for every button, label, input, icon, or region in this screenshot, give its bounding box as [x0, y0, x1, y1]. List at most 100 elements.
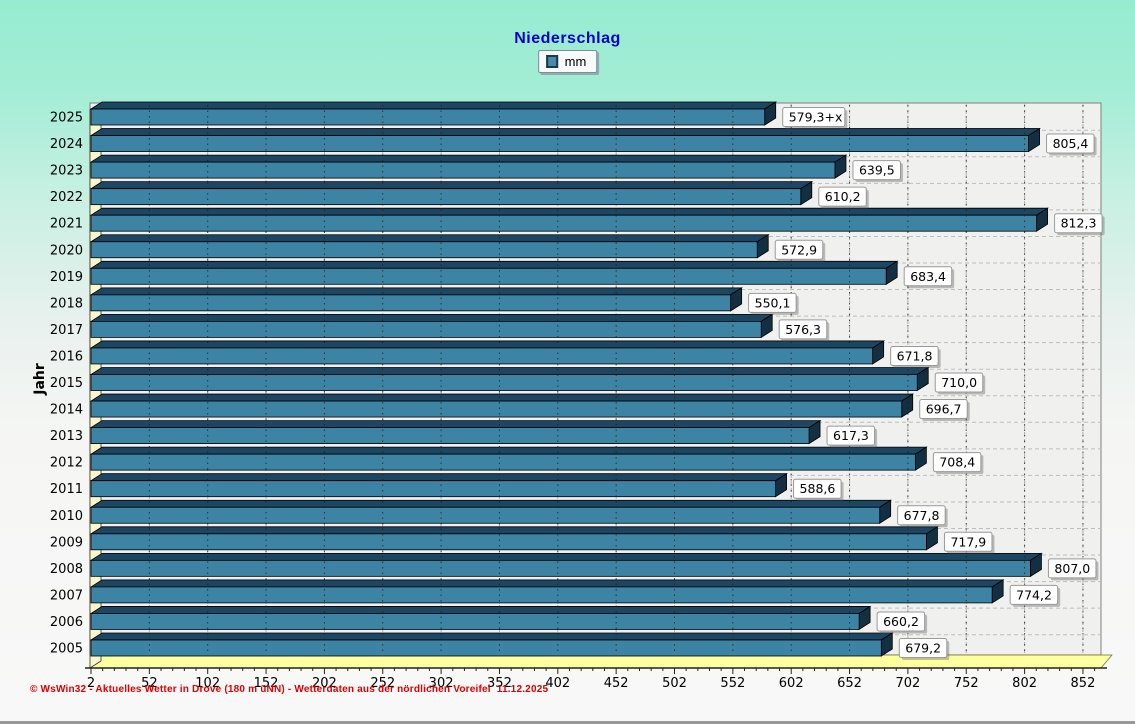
value-label-box [1047, 558, 1097, 579]
footer-date: 11.12.2025 [496, 684, 549, 695]
x-axis-tick-label: 402 [545, 676, 570, 691]
value-label: 660,2 [883, 614, 919, 629]
value-label: 805,4 [1053, 136, 1089, 151]
x-axis-tick-label: 52 [141, 676, 158, 691]
value-label-box [778, 319, 828, 340]
bar-front-face [90, 188, 802, 206]
value-label-box [818, 186, 867, 207]
bar-2024 [89, 127, 1041, 153]
value-label: 576,3 [785, 322, 821, 337]
x-axis-tick-label: 252 [370, 676, 395, 691]
value-label: 572,9 [781, 242, 817, 257]
value-label-box [890, 345, 939, 366]
bar-top-face [89, 207, 1049, 216]
x-axis-tick-label: 102 [195, 676, 220, 691]
chart-title: Niederschlag [514, 30, 621, 47]
value-label-box [782, 107, 846, 127]
value-label-box [943, 531, 993, 552]
bar-top-face [89, 473, 788, 482]
bar-front-face [90, 639, 882, 657]
bar-2013 [89, 419, 822, 445]
year-label: 2007 [50, 588, 83, 603]
bar-2009 [89, 526, 939, 551]
legend-series-label: mm [564, 54, 587, 69]
value-label-box [919, 399, 968, 420]
bar-front-face [90, 400, 903, 418]
year-label: 2011 [50, 482, 83, 497]
bar-2007 [89, 579, 1005, 604]
value-label: 677,8 [904, 508, 940, 523]
x-axis-tick-label: 702 [895, 676, 920, 691]
value-label-box [1054, 213, 1103, 234]
year-label: 2018 [50, 296, 83, 311]
value-label: 617,3 [833, 428, 869, 443]
year-label: 2020 [50, 243, 83, 258]
value-label-box [852, 160, 901, 181]
year-label: 2019 [50, 270, 83, 285]
x-axis-tick-label: 352 [487, 676, 512, 691]
legend-series-marker-icon [545, 55, 558, 68]
value-label-box [774, 239, 824, 260]
value-label-box [1046, 133, 1095, 154]
bar-2022 [89, 180, 814, 206]
bar-top-face [89, 287, 744, 296]
year-label: 2005 [50, 642, 83, 657]
bar-top-face [89, 552, 1043, 561]
x-axis-tick-label: 602 [779, 676, 804, 691]
bar-front-face [90, 533, 927, 551]
x-axis-tick-label: 202 [312, 676, 337, 691]
bar-front-face [90, 506, 881, 524]
legend: mm [537, 50, 598, 73]
year-label: 2021 [50, 217, 83, 232]
bar-front-face [90, 453, 916, 471]
year-label: 2025 [50, 111, 83, 126]
bar-2014 [89, 393, 915, 418]
year-label: 2008 [50, 562, 83, 577]
y-axis-title: Jahr [32, 363, 48, 396]
x-axis-tick-label: 302 [429, 676, 454, 691]
year-label: 2010 [50, 509, 83, 524]
year-label: 2012 [50, 456, 83, 471]
x-axis-tick-label: 152 [254, 676, 279, 691]
year-label: 2014 [50, 403, 83, 418]
x-axis-tick-label: 802 [1012, 676, 1037, 691]
bar-front-face [90, 135, 1029, 152]
bar-front-face [90, 374, 918, 391]
year-label: 2016 [50, 349, 83, 364]
value-label: 679,2 [905, 641, 941, 656]
value-label-box [897, 505, 946, 526]
bar-top-face [89, 181, 814, 190]
value-label: 708,4 [939, 455, 975, 470]
bar-front-face [90, 613, 860, 630]
value-label-box [932, 452, 982, 473]
bar-2006 [89, 605, 872, 631]
bar-2011 [89, 472, 788, 498]
bar-top-face [89, 446, 928, 455]
value-label-box [934, 372, 984, 393]
year-label: 2015 [50, 376, 83, 391]
value-label: 812,3 [1061, 216, 1097, 231]
bar-top-face [89, 260, 899, 269]
bar-top-face [89, 579, 1005, 588]
value-label: 807,0 [1054, 561, 1090, 576]
bar-top-face [89, 234, 770, 243]
year-label: 2009 [50, 535, 83, 550]
year-label: 2022 [50, 190, 83, 205]
bar-2019 [89, 260, 899, 286]
value-label: 671,8 [897, 348, 933, 363]
floor-3d [89, 654, 1113, 669]
bar-top-face [89, 128, 1041, 136]
year-label: 2024 [50, 137, 83, 152]
bar-front-face [90, 108, 766, 126]
value-label: 696,7 [926, 402, 962, 417]
value-label-box [876, 611, 926, 632]
bar-front-face [90, 241, 758, 259]
bar-top-face [89, 632, 894, 641]
bar-2023 [89, 154, 848, 179]
bar-top-face [89, 313, 774, 322]
bar-front-face [90, 480, 776, 498]
value-label-box [826, 425, 876, 446]
bar-2008 [89, 552, 1043, 578]
x-axis-tick-label: 852 [1071, 676, 1096, 691]
